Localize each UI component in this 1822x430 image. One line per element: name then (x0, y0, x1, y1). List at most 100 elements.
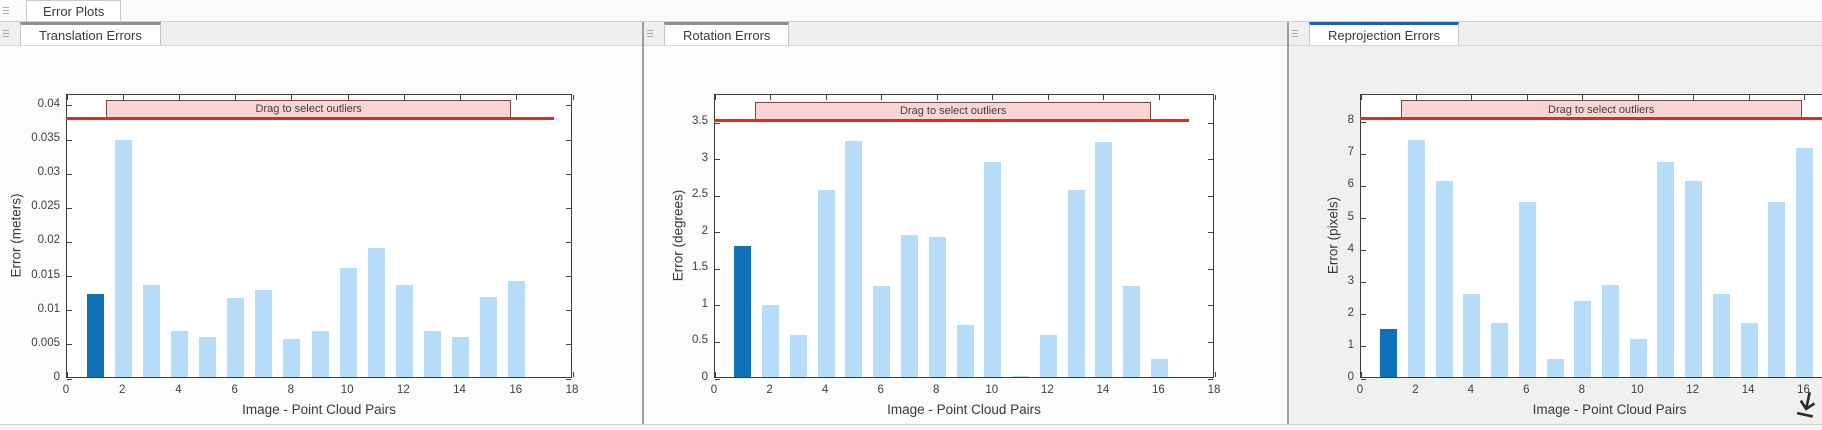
x-tick-mark (1637, 95, 1639, 100)
bar[interactable] (142, 284, 160, 377)
bar[interactable] (227, 297, 245, 377)
y-tick-label: 8 (1347, 114, 1354, 127)
y-tick-label: 0.025 (31, 200, 60, 213)
bar[interactable] (1712, 294, 1730, 377)
tab-rotation-errors[interactable]: Rotation Errors (664, 22, 790, 45)
x-tick-mark (66, 95, 68, 100)
bar[interactable] (367, 247, 385, 377)
y-tick-mark (67, 207, 72, 209)
y-tick-mark (1208, 341, 1213, 343)
bar[interactable] (1012, 375, 1030, 377)
bar[interactable] (762, 305, 780, 377)
x-tick-mark (347, 95, 349, 100)
y-tick-mark (566, 344, 571, 346)
y-tick-mark (1208, 268, 1213, 270)
bar[interactable] (395, 284, 413, 377)
x-tick-label: 2 (766, 384, 773, 396)
tab-error-plots[interactable]: Error Plots (26, 0, 122, 21)
x-tick-mark (178, 95, 180, 100)
y-tick-mark (67, 105, 72, 107)
bar[interactable] (1740, 323, 1758, 377)
threshold-line[interactable] (66, 116, 554, 120)
bar[interactable] (199, 337, 217, 377)
bar[interactable] (1491, 323, 1509, 377)
bar[interactable] (789, 335, 807, 377)
x-tick-mark (1415, 95, 1417, 100)
bar[interactable] (1602, 284, 1619, 377)
x-tick-mark (936, 95, 938, 100)
plot-area[interactable]: Drag to select outliers (66, 94, 574, 380)
bar[interactable] (1039, 335, 1057, 377)
bar[interactable] (1657, 162, 1675, 377)
x-tick-label: 2 (119, 384, 126, 396)
plot-area[interactable]: Drag to select outliers (714, 94, 1216, 380)
tab-reprojection-errors[interactable]: Reprojection Errors (1309, 22, 1459, 45)
bar[interactable] (170, 331, 188, 377)
toolstrip-tabbar: Error Plots (0, 0, 1822, 22)
bar[interactable] (283, 338, 301, 377)
bar-selected[interactable] (86, 294, 104, 377)
drag-handle-icon[interactable] (0, 0, 12, 21)
bar[interactable] (339, 267, 357, 377)
bar[interactable] (423, 331, 441, 377)
bar[interactable] (1574, 300, 1592, 377)
bar-selected[interactable] (734, 245, 752, 377)
bar[interactable] (1435, 181, 1453, 377)
bar[interactable] (508, 281, 526, 377)
bar[interactable] (1796, 147, 1814, 377)
bar[interactable] (255, 290, 273, 377)
bar[interactable] (1150, 358, 1168, 377)
y-tick-label: 0.01 (37, 302, 60, 315)
outlier-selection-box[interactable]: Drag to select outliers (106, 99, 512, 119)
bar[interactable] (1067, 190, 1085, 377)
figure-panel-translation-errors: Translation Errors Drag to select outlie… (0, 22, 642, 424)
bar[interactable] (1546, 359, 1564, 377)
y-tick-label: 0 (53, 371, 60, 383)
bar[interactable] (1407, 139, 1425, 377)
y-tick-mark (566, 378, 571, 380)
y-tick-mark (715, 341, 720, 343)
y-tick-label: 0 (1347, 371, 1354, 383)
bar[interactable] (984, 161, 1002, 377)
bar[interactable] (956, 325, 974, 377)
bar[interactable] (1685, 181, 1703, 377)
drag-handle-icon[interactable] (1289, 22, 1301, 45)
y-tick-mark (1361, 153, 1366, 155)
bar[interactable] (928, 236, 946, 377)
x-tick-label: 6 (1523, 384, 1530, 396)
y-tick-mark (1361, 282, 1366, 284)
plot-area[interactable]: Drag to select outliers (1360, 94, 1822, 380)
bar[interactable] (900, 234, 918, 377)
drag-handle-icon[interactable] (644, 22, 656, 45)
bar[interactable] (452, 337, 470, 377)
x-tick-label: 8 (1578, 384, 1585, 396)
figure-panel-reprojection-errors: Reprojection Errors Drag to select outli… (1287, 22, 1822, 424)
y-tick-mark (1361, 346, 1366, 348)
x-tick-label: 10 (340, 384, 354, 396)
bar[interactable] (1629, 338, 1647, 377)
bar[interactable] (1518, 202, 1536, 377)
bar[interactable] (1123, 285, 1141, 377)
bar[interactable] (480, 297, 498, 377)
y-tick-label: 0.005 (31, 336, 60, 349)
bar[interactable] (114, 140, 132, 377)
threshold-line[interactable] (1360, 117, 1822, 121)
download-arrow-icon[interactable] (1790, 386, 1822, 423)
y-tick-mark (67, 276, 72, 278)
x-tick-mark (881, 95, 883, 100)
bar[interactable] (845, 141, 863, 377)
bar[interactable] (1768, 202, 1786, 377)
tab-translation-errors[interactable]: Translation Errors (20, 22, 161, 45)
bar[interactable] (1095, 141, 1113, 377)
bar-selected[interactable] (1380, 328, 1398, 377)
x-tick-label: 8 (933, 384, 940, 396)
x-tick-mark (1748, 95, 1750, 100)
bar[interactable] (1463, 294, 1481, 377)
bar[interactable] (873, 285, 891, 377)
y-tick-label: 2 (1347, 306, 1354, 319)
threshold-line[interactable] (714, 118, 1189, 122)
bar[interactable] (311, 330, 329, 377)
bar[interactable] (817, 190, 835, 377)
y-tick-mark (715, 378, 720, 380)
drag-handle-icon[interactable] (0, 22, 12, 45)
